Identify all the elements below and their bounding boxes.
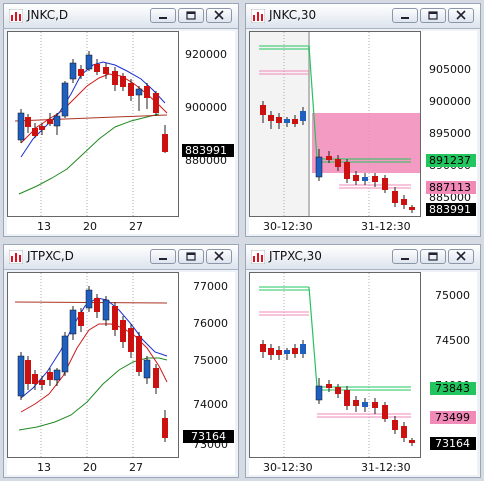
level-price-tag: 887113 [429, 181, 471, 194]
y-tick-label: 74500 [435, 334, 470, 347]
y-tick-label: 76000 [193, 317, 228, 330]
y-tick-label: 895000 [429, 127, 471, 140]
price-tag-bg [183, 430, 234, 443]
maximize-button[interactable] [420, 249, 446, 264]
level-price-tag: 73499 [435, 411, 470, 424]
maximize-icon [186, 11, 196, 20]
minimize-icon [401, 17, 409, 19]
x-tick-label: 30-12:30 [263, 220, 313, 233]
window-title: JNKC,30 [269, 8, 317, 22]
minimize-button[interactable] [150, 249, 176, 264]
candles [260, 340, 415, 446]
y-tick-label: 905000 [429, 63, 471, 76]
close-button[interactable] [206, 8, 232, 23]
chart-window-icon [9, 9, 23, 23]
level-price-tag: 73843 [435, 382, 470, 395]
title-bar[interactable]: JNKC,D [4, 4, 238, 29]
chart-area[interactable]: 75000 74500 74000 73843 73499 73164 30-1… [249, 272, 477, 475]
minimize-icon [159, 258, 167, 260]
current-price-tag: 73164 [191, 430, 226, 443]
x-tick-label: 27 [129, 461, 143, 474]
y-tick-label: 77000 [193, 280, 228, 293]
price-tag-bg [430, 411, 476, 424]
current-price-tag: 73164 [435, 437, 470, 450]
window-title: JTPXC,30 [269, 249, 322, 263]
window-title: JNKC,D [27, 8, 69, 22]
y-tick-label: 880000 [185, 154, 227, 167]
candles [17, 51, 168, 153]
chart-window-icon [9, 250, 23, 264]
close-button[interactable] [206, 249, 232, 264]
y-tick-label: 75000 [193, 354, 228, 367]
y-tick-label: 900000 [429, 95, 471, 108]
chart-window-jnkc-daily[interactable]: JNKC,D [3, 3, 239, 237]
x-tick-label: 30-12:30 [263, 461, 313, 474]
ma-slow-line [18, 357, 168, 431]
y-tick-label: 920000 [185, 48, 227, 61]
price-tag-bg [426, 203, 476, 216]
maximize-icon [428, 11, 438, 20]
minimize-button[interactable] [392, 249, 418, 264]
maximize-icon [186, 252, 196, 261]
current-price-tag: 883991 [429, 203, 471, 216]
price-tag-bg [426, 154, 476, 167]
ma-slow-line [18, 113, 160, 195]
current-price-tag: 883991 [185, 144, 227, 157]
close-icon [214, 10, 224, 20]
ma-mid-line [20, 323, 168, 413]
minimize-button[interactable] [392, 8, 418, 23]
x-tick-label: 20 [83, 220, 97, 233]
level-price-tag: 891237 [429, 154, 471, 167]
title-bar[interactable]: JNKC,30 [246, 4, 480, 29]
chart-area[interactable]: 920000 900000 880000 883991 13 20 27 [7, 31, 235, 234]
x-tick-label: 13 [37, 461, 51, 474]
plot-frame [7, 31, 179, 217]
chart-window-jnkc-30min[interactable]: JNKC,30 [245, 3, 481, 237]
title-bar[interactable]: JTPXC,30 [246, 245, 480, 270]
price-tag-bg [426, 181, 476, 194]
chart-window-icon [251, 9, 265, 23]
long-ma-line [14, 114, 168, 122]
chart-window-icon [251, 250, 265, 264]
close-button[interactable] [448, 249, 474, 264]
y-tick-label: 885000 [429, 191, 471, 204]
price-tag-bg [430, 437, 476, 450]
close-icon [214, 251, 224, 261]
maximize-button[interactable] [178, 249, 204, 264]
close-icon [456, 10, 466, 20]
x-tick-label: 31-12:30 [361, 220, 411, 233]
title-bar[interactable]: JTPXC,D [4, 245, 238, 270]
y-tick-label: 900000 [185, 101, 227, 114]
x-tick-label: 31-12:30 [361, 461, 411, 474]
candles [17, 286, 168, 442]
chart-window-jtpxc-daily[interactable]: JTPXC,D [3, 244, 239, 478]
x-tick-label: 13 [37, 220, 51, 233]
grid [283, 273, 370, 457]
chart-window-jtpxc-30min[interactable]: JTPXC,30 [245, 244, 481, 478]
minimize-icon [401, 258, 409, 260]
x-tick-label: 27 [129, 220, 143, 233]
y-tick-label: 75000 [435, 289, 470, 302]
minimize-button[interactable] [150, 8, 176, 23]
close-icon [456, 251, 466, 261]
chart-area[interactable]: 905000 900000 895000 890000 885000 89123… [249, 31, 477, 234]
window-title: JTPXC,D [27, 249, 74, 263]
y-tick-label: 74000 [193, 398, 228, 411]
maximize-button[interactable] [178, 8, 204, 23]
x-tick-label: 20 [83, 461, 97, 474]
close-button[interactable] [448, 8, 474, 23]
chart-area[interactable]: 77000 76000 75000 74000 73000 73164 13 2… [7, 272, 235, 475]
supply-zone [312, 113, 420, 173]
levels [259, 45, 411, 189]
maximize-icon [428, 252, 438, 261]
minimize-icon [159, 17, 167, 19]
price-tag-bg [182, 144, 234, 157]
candles [260, 101, 415, 213]
maximize-button[interactable] [420, 8, 446, 23]
price-tag-bg [430, 382, 476, 395]
